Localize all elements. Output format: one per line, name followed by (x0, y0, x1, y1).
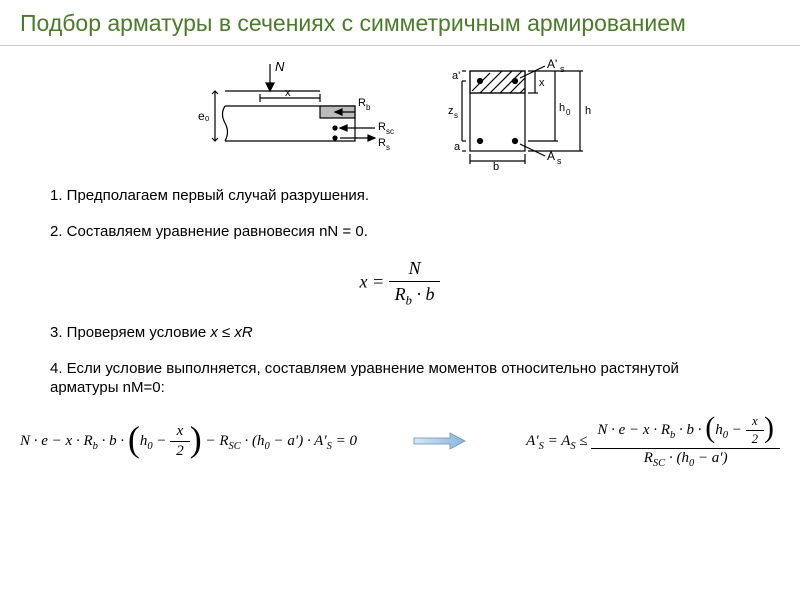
eq-x-den: Rb · b (389, 282, 441, 309)
svg-text:h: h (585, 105, 591, 117)
svg-text:s: s (454, 111, 458, 120)
eq-x-lhs: x = (360, 271, 389, 291)
svg-text:s: s (560, 64, 565, 74)
step-3: 3. Проверяем условие x ≤ xR (50, 323, 750, 343)
svg-text:s: s (557, 156, 562, 166)
steps-list: 1. Предполагаем первый случай разрушения… (0, 186, 800, 398)
svg-text:R: R (378, 121, 386, 133)
svg-text:0: 0 (566, 108, 571, 117)
svg-text:s: s (386, 143, 390, 152)
svg-text:e₀: e₀ (198, 109, 210, 123)
equation-row: N · e − x · Rb · b · (h0 − x2) − RSC · (… (0, 414, 800, 479)
svg-text:x: x (285, 87, 291, 99)
step-2: 2. Составляем уравнение равновесия nN = … (50, 222, 750, 242)
svg-text:a: a (454, 141, 461, 153)
svg-text:x: x (539, 77, 545, 89)
svg-text:a': a' (452, 70, 460, 82)
diagram-cross-section: A' s A s a' z s a x h 0 (440, 56, 610, 171)
equation-moment: N · e − x · Rb · b · (h0 − x2) − RSC · (… (20, 423, 357, 460)
step-4: 4. Если условие выполняется, составляем … (50, 359, 750, 398)
step-1: 1. Предполагаем первый случай разрушения… (50, 186, 750, 206)
diagram-beam-forces: N x e₀ R b R (190, 56, 400, 166)
svg-text:h: h (559, 102, 565, 114)
svg-text:sc: sc (386, 127, 394, 136)
svg-text:z: z (448, 105, 454, 117)
equation-x: x = N Rb · b (50, 257, 750, 309)
svg-text:R: R (358, 97, 366, 109)
equation-result: A′S = AS ≤ N · e − x · Rb · b · (h0 − x2… (526, 414, 780, 469)
svg-text:R: R (378, 137, 386, 149)
implication-arrow (412, 431, 472, 451)
svg-text:b: b (366, 103, 371, 112)
svg-text:N: N (275, 59, 285, 74)
page-title: Подбор арматуры в сечениях с симметричны… (0, 0, 800, 46)
svg-text:A': A' (547, 57, 557, 71)
svg-text:b: b (493, 161, 499, 171)
eq-x-num: N (389, 257, 441, 282)
diagrams-area: N x e₀ R b R (0, 46, 800, 186)
